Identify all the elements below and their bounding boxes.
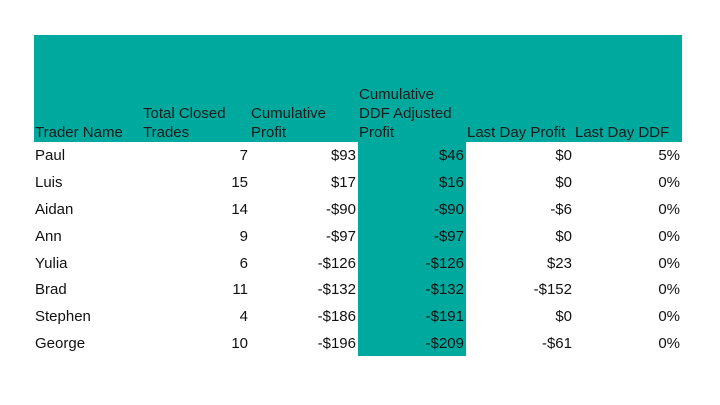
column-header-trader-name: Trader Name [35,124,123,141]
column-header-cumulative-profit: Cumulative Profit [251,105,327,141]
cumulative-ddf-adjusted-profit-cell: -$97 [433,227,464,245]
trader-name-cell: Luis [35,174,63,192]
table-row: Paul 7 $93 $46 $0 5% [34,143,682,170]
ddf-adjusted-column-highlight [358,142,466,356]
cumulative-profit-cell: -$97 [325,227,356,245]
table-row: Stephen 4 -$186 -$191 $0 0% [34,304,682,331]
table-header-row: Trader Name Total Closed Trades Cumulati… [34,35,682,143]
last-day-profit-cell: $0 [555,308,572,326]
cumulative-ddf-adjusted-profit-cell: -$209 [425,334,464,352]
trader-name-cell: Yulia [35,254,68,272]
trader-name-cell: Brad [35,281,67,299]
last-day-profit-cell: $0 [555,227,572,245]
cumulative-ddf-adjusted-profit-cell: $16 [438,174,464,192]
trader-name-cell: Aidan [35,200,74,218]
cumulative-profit-cell: -$196 [317,334,356,352]
last-day-profit-cell: $0 [555,174,572,192]
total-closed-trades-cell: 9 [239,227,248,245]
last-day-ddf-cell: 0% [658,200,680,218]
last-day-profit-cell: $0 [555,147,572,165]
cumulative-profit-cell: -$186 [317,308,356,326]
cumulative-profit-cell: -$90 [325,200,356,218]
cumulative-profit-cell: $93 [330,147,356,165]
cumulative-ddf-adjusted-profit-cell: -$191 [425,308,464,326]
table-row: Ann 9 -$97 -$97 $0 0% [34,223,682,250]
trader-name-cell: Ann [35,227,62,245]
table-row: Brad 11 -$132 -$132 -$152 0% [34,277,682,304]
cumulative-profit-cell: $17 [330,174,356,192]
table-row: Luis 15 $17 $16 $0 0% [34,170,682,197]
table-header-band [34,35,682,142]
total-closed-trades-cell: 15 [231,174,248,192]
total-closed-trades-cell: 4 [239,308,248,326]
cumulative-profit-cell: -$126 [317,254,356,272]
last-day-ddf-cell: 0% [658,334,680,352]
total-closed-trades-cell: 10 [231,334,248,352]
column-header-last-day-profit: Last Day Profit [467,124,566,141]
cumulative-ddf-adjusted-profit-cell: -$126 [425,254,464,272]
last-day-profit-cell: $23 [546,254,572,272]
cumulative-ddf-adjusted-profit-cell: -$90 [433,200,464,218]
total-closed-trades-cell: 7 [239,147,248,165]
last-day-ddf-cell: 0% [658,281,680,299]
total-closed-trades-cell: 6 [239,254,248,272]
last-day-ddf-cell: 0% [658,254,680,272]
last-day-profit-cell: -$61 [541,334,572,352]
trader-name-cell: Paul [35,147,66,165]
last-day-ddf-cell: 0% [658,227,680,245]
trader-name-cell: Stephen [35,308,91,326]
last-day-profit-cell: -$6 [550,200,572,218]
table-row: Yulia 6 -$126 -$126 $23 0% [34,250,682,277]
last-day-profit-cell: -$152 [533,281,572,299]
column-header-total-closed-trades: Total Closed Trades [143,105,226,141]
table-row: George 10 -$196 -$209 -$61 0% [34,331,682,358]
trader-name-cell: George [35,334,86,352]
total-closed-trades-cell: 11 [232,281,248,299]
cumulative-ddf-adjusted-profit-cell: $46 [438,147,464,165]
column-header-last-day-ddf: Last Day DDF [575,124,670,141]
cumulative-profit-cell: -$132 [317,281,356,299]
last-day-ddf-cell: 5% [658,147,680,165]
table-row: Aidan 14 -$90 -$90 -$6 0% [34,197,682,224]
total-closed-trades-cell: 14 [231,200,248,218]
column-header-cumulative-ddf-adjusted-profit: Cumulative DDF Adjusted Profit [359,86,452,141]
last-day-ddf-cell: 0% [658,308,680,326]
trader-profit-table: Trader Name Total Closed Trades Cumulati… [34,35,682,357]
cumulative-ddf-adjusted-profit-cell: -$132 [425,281,464,299]
last-day-ddf-cell: 0% [658,174,680,192]
